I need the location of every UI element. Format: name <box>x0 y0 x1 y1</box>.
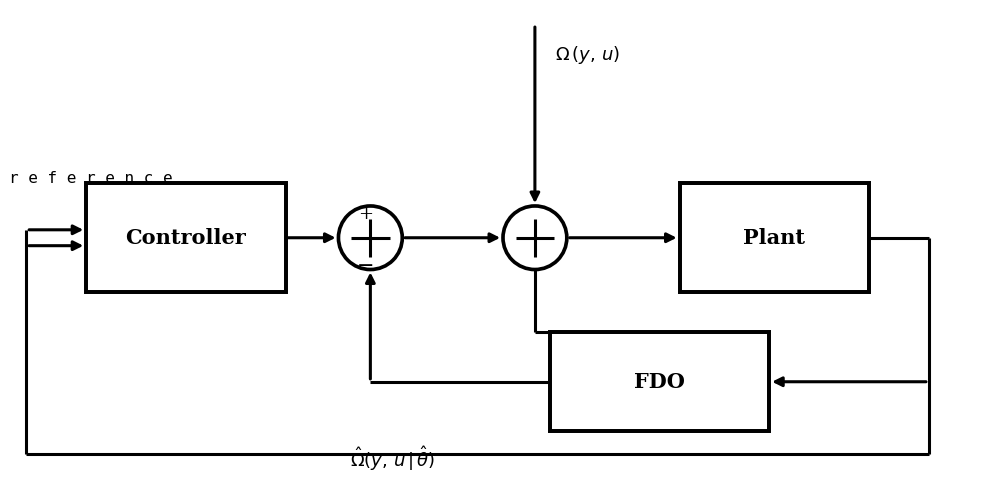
Text: r e f e r e n c e: r e f e r e n c e <box>9 171 173 185</box>
FancyBboxPatch shape <box>680 183 869 293</box>
Text: +: + <box>358 205 373 223</box>
Text: $\hat{\Omega}(y,\,u\,|\,\hat{\theta})$: $\hat{\Omega}(y,\,u\,|\,\hat{\theta})$ <box>350 444 436 473</box>
FancyBboxPatch shape <box>550 332 769 432</box>
Text: $\Omega\,(y,\,u)$: $\Omega\,(y,\,u)$ <box>555 44 620 66</box>
Text: Plant: Plant <box>743 228 805 248</box>
Text: −: − <box>357 257 374 276</box>
Text: FDO: FDO <box>634 372 685 392</box>
Text: Controller: Controller <box>126 228 246 248</box>
FancyBboxPatch shape <box>86 183 286 293</box>
